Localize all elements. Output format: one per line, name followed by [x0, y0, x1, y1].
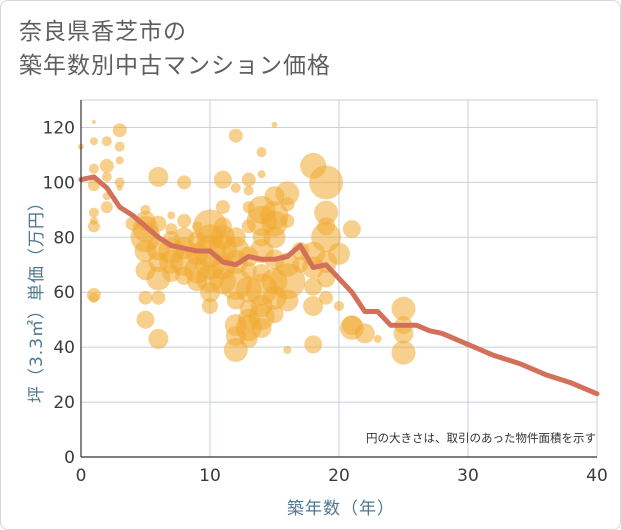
data-bubble	[151, 290, 166, 305]
bubble-layer	[78, 119, 416, 365]
data-bubble	[230, 182, 241, 193]
data-bubble	[136, 310, 155, 329]
data-bubble	[276, 289, 299, 312]
x-tick-label: 30	[457, 466, 479, 486]
data-bubble	[140, 204, 151, 215]
data-bubble	[269, 263, 306, 300]
y-tick-label: 20	[53, 393, 75, 413]
data-bubble	[373, 334, 382, 343]
y-tick-label: 80	[53, 228, 75, 248]
y-tick-label: 0	[64, 448, 75, 468]
data-bubble	[303, 295, 324, 316]
data-bubble	[239, 329, 258, 348]
trend-line-layer	[78, 174, 600, 397]
data-bubble	[115, 156, 124, 165]
chart-title: 奈良県香芝市の 築年数別中古マンション価格	[19, 15, 331, 83]
data-bubble	[88, 163, 99, 174]
data-bubble	[148, 328, 169, 349]
data-bubble	[354, 323, 375, 344]
data-bubble	[148, 166, 169, 187]
data-bubble	[213, 170, 232, 189]
data-bubble	[101, 136, 112, 147]
data-bubble	[317, 269, 336, 288]
y-tick-label: 100	[43, 173, 75, 193]
data-bubble	[101, 171, 112, 182]
average-price-line	[78, 174, 600, 397]
data-bubble	[88, 207, 99, 218]
data-bubble	[304, 335, 323, 354]
data-bubble	[215, 200, 230, 215]
data-bubble	[275, 181, 300, 206]
data-bubble	[100, 201, 113, 214]
data-bubble	[309, 165, 344, 200]
data-bubble	[177, 175, 192, 190]
x-tick-label: 10	[199, 466, 221, 486]
data-bubble	[91, 119, 96, 124]
data-bubble	[243, 185, 254, 196]
data-bubble	[280, 213, 295, 228]
data-bubble	[304, 277, 323, 296]
data-bubble	[251, 317, 272, 338]
size-legend-note: 円の大きさは、取引のあった物件面積を示す	[366, 431, 596, 445]
data-bubble	[342, 220, 361, 239]
data-bubble	[202, 297, 218, 314]
data-bubble	[241, 172, 256, 187]
data-bubble	[114, 177, 125, 188]
data-bubble	[328, 242, 350, 265]
chart-title-line2: 築年数別中古マンション価格	[19, 53, 331, 79]
data-bubble	[319, 290, 334, 305]
data-bubble	[89, 137, 98, 146]
chart-title-line1: 奈良県香芝市の	[19, 19, 187, 45]
data-bubble	[150, 215, 167, 232]
y-tick-label: 40	[53, 338, 75, 358]
data-bubble	[280, 197, 295, 212]
data-bubble	[88, 292, 99, 303]
data-bubble	[116, 184, 123, 191]
data-bubble	[138, 290, 153, 305]
data-bubble	[256, 147, 267, 158]
data-bubble	[391, 296, 416, 321]
y-tick-label: 60	[53, 283, 75, 303]
data-bubble	[228, 128, 243, 143]
data-bubble	[314, 200, 339, 225]
x-axis-title: 築年数（年）	[287, 499, 395, 519]
data-bubble	[263, 226, 286, 249]
data-bubble	[265, 305, 284, 324]
axes	[80, 100, 597, 458]
data-bubble	[114, 141, 125, 152]
x-tick-label: 20	[328, 466, 350, 486]
y-axis-title: 坪（3.3㎡）単価（万円）	[27, 193, 47, 403]
tick-labels: 0 20 40 60 80 100 120 0 10 20 30 40	[43, 118, 608, 486]
data-bubble	[87, 220, 100, 233]
data-bubble	[393, 323, 414, 344]
x-tick-label: 0	[76, 466, 87, 486]
data-bubble	[99, 158, 114, 173]
data-bubble	[177, 213, 192, 228]
data-bubble	[112, 123, 127, 138]
y-tick-label: 120	[43, 118, 75, 138]
data-bubble	[271, 121, 278, 128]
data-bubble	[391, 340, 416, 365]
data-bubble	[283, 345, 292, 354]
data-bubble	[257, 170, 266, 179]
x-tick-label: 40	[586, 466, 608, 486]
data-bubble	[334, 300, 344, 311]
data-bubble	[167, 211, 176, 220]
